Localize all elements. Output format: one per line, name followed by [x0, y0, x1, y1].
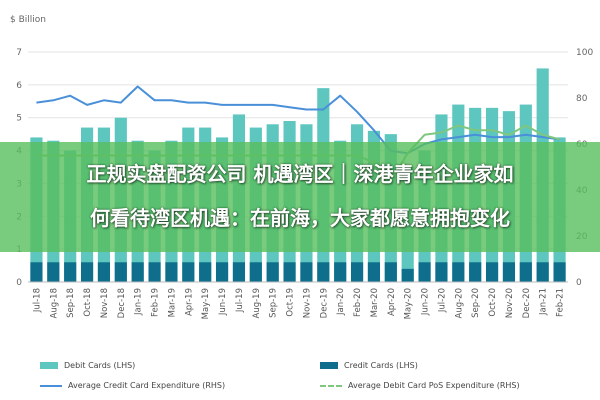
bar-credit: [350, 262, 364, 282]
x-tick-label: Jan-19: [134, 288, 144, 316]
bar-credit: [232, 262, 246, 282]
y-left-tick: 0: [16, 278, 22, 288]
x-tick-label: Mar-20: [370, 288, 380, 317]
y-left-tick: 6: [16, 81, 22, 91]
x-tick-label: May-19: [201, 288, 211, 319]
overlay-line-1: 正规实盘配资公司 机遇湾区｜深港青年企业家如: [86, 162, 514, 186]
bar-credit: [215, 262, 229, 282]
bar-credit: [283, 262, 296, 282]
x-tick-label: Apr-20: [387, 288, 397, 316]
x-tick-label: Aug-18: [49, 288, 59, 318]
x-tick-label: Oct-18: [83, 288, 93, 317]
bar-credit: [553, 262, 566, 282]
y-left-tick: 5: [16, 114, 22, 124]
y-right-tick: 0: [576, 278, 582, 288]
bar-credit: [367, 262, 381, 282]
bar-credit: [452, 262, 465, 282]
y-left-tick: 7: [16, 48, 22, 58]
x-tick-label: Jan-20: [336, 288, 346, 316]
bar-credit: [249, 262, 262, 282]
bar-credit: [199, 262, 212, 282]
x-axis: Jul-18 Aug-18 Sep-18 Oct-18 Nov-18 Dec-18 Jan-…: [28, 281, 568, 319]
bar-credit: [300, 262, 313, 282]
x-tick-label: Nov-18: [100, 288, 110, 318]
x-tick-label: Jul-19: [235, 288, 245, 313]
bar-credit: [502, 262, 516, 282]
legend-swatch-avg-credit: [40, 384, 62, 387]
legend-item-avg-credit: Average Credit Card Expenditure (RHS): [40, 381, 225, 390]
legend: Debit Cards (LHS) Credit Cards (LHS) Ave…: [0, 355, 600, 400]
overlay-text: 正规实盘配资公司 机遇湾区｜深港青年企业家如 何看待湾区机遇：在前海，大家都愿意…: [0, 152, 600, 240]
legend-swatch-credit: [320, 362, 338, 369]
x-tick-label: Feb-20: [353, 288, 363, 317]
bar-credit: [401, 268, 414, 282]
legend-swatch-avg-debit: [320, 384, 342, 387]
bar-credit: [148, 262, 161, 282]
x-tick-label: Jul-18: [32, 288, 42, 313]
x-tick-label: Mar-19: [167, 288, 177, 317]
bar-credit: [435, 262, 448, 282]
bar-credit: [469, 262, 482, 282]
x-tick-label: Nov-19: [302, 288, 312, 318]
legend-label-avg-credit: Average Credit Card Expenditure (RHS): [68, 381, 226, 390]
bar-credit: [536, 262, 549, 282]
bar-credit: [266, 262, 279, 282]
x-tick-label: Sep-19: [269, 288, 279, 318]
x-tick-label: Jun-19: [218, 288, 228, 316]
unit-label: $ Billion: [10, 15, 46, 25]
bar-credit: [97, 262, 111, 282]
bar-credit: [384, 262, 397, 282]
legend-swatch-debit: [40, 362, 58, 369]
x-tick-label: May-20: [404, 288, 414, 319]
x-tick-label: Dec-20: [522, 288, 532, 318]
overlay-line-2: 何看待湾区机遇：在前海，大家都愿意拥抱变化: [90, 206, 510, 230]
x-tick-label: Jul-20: [437, 288, 447, 313]
bar-credit: [30, 262, 43, 282]
bar-credit: [317, 262, 330, 282]
line-avg-credit: [36, 85, 560, 155]
x-tick-label: Jun-20: [421, 288, 431, 316]
bar-credit: [485, 262, 499, 282]
legend-item-credit: Credit Cards (LHS): [320, 361, 418, 370]
bar-credit: [418, 262, 431, 282]
bar-credit: [334, 262, 347, 282]
legend-item-avg-debit: Average Debit Card PoS Expenditure (RHS): [320, 381, 520, 390]
bar-credit: [165, 262, 178, 282]
x-tick-label: Feb-19: [151, 288, 161, 317]
legend-item-debit: Debit Cards (LHS): [40, 361, 135, 370]
x-tick-label: Sep-20: [471, 288, 481, 318]
x-tick-label: Jan-21: [539, 288, 549, 316]
x-tick-label: Feb-21: [556, 288, 566, 317]
x-tick-label: Nov-20: [505, 288, 515, 318]
overlay-banner: [0, 142, 600, 252]
y-right-tick: 100: [576, 48, 593, 58]
bar-credit: [182, 262, 195, 282]
bar-credit: [131, 262, 144, 282]
legend-label-debit: Debit Cards (LHS): [64, 361, 136, 370]
x-tick-label: Aug-20: [454, 288, 464, 318]
bar-credit: [114, 262, 127, 282]
bar-credit: [64, 262, 77, 282]
x-tick-label: Oct-19: [286, 288, 296, 317]
bar-credit: [519, 262, 532, 282]
x-tick-label: Oct-20: [488, 288, 498, 317]
legend-label-credit: Credit Cards (LHS): [344, 361, 418, 370]
x-tick-label: Dec-19: [319, 288, 329, 318]
y-right-tick: 80: [576, 94, 588, 104]
legend-label-avg-debit: Average Debit Card PoS Expenditure (RHS): [348, 381, 520, 390]
x-tick-label: Aug-19: [252, 288, 262, 318]
bar-credit: [47, 262, 60, 282]
x-tick-label: Dec-18: [117, 288, 127, 318]
bar-credit: [80, 262, 94, 282]
x-tick-label: Apr-19: [184, 288, 194, 316]
x-tick-label: Sep-18: [66, 288, 76, 318]
